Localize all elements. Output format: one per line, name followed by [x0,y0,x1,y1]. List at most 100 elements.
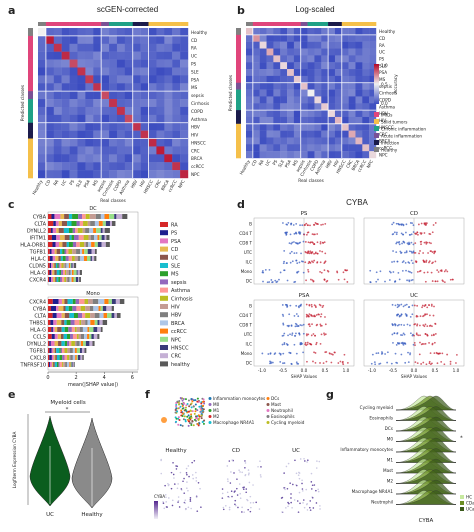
ridge-x-label: CYBA [419,518,434,524]
umap-point [197,417,200,420]
shap-legend-label: CD [171,247,178,253]
shap-bar-segment [68,228,73,233]
heat-cell [109,28,118,37]
beeswarm-point [313,259,316,262]
umap-expression-point [297,474,300,476]
heat-cell [109,35,118,44]
heat-cell [362,103,370,111]
heat-cell [45,122,54,131]
beeswarm-point [408,306,411,308]
heat-cell [321,55,329,63]
heat-cell [252,69,260,77]
heat-cell [328,41,336,49]
heat-cell [101,43,110,52]
shap-bar-segment [61,320,65,325]
heat-cell [77,138,86,147]
heat-cell [93,146,102,155]
shap-bar-segment [67,341,70,346]
beeswarm-point [319,261,322,264]
shap-bar-segment [54,334,58,339]
heat-cell [148,28,157,37]
beeswarm-point [401,269,404,272]
col-group-bar [148,22,157,26]
heat-cell [69,43,78,52]
heat-cell [148,170,157,179]
beeswarm-point [396,342,399,344]
beeswarm-point [428,241,431,244]
beeswarm-point [386,351,389,354]
shap-bar-segment [48,355,50,360]
beeswarm-point [289,352,292,355]
heat-cell [328,69,336,77]
heat-cell [116,130,126,139]
heat-cell [45,99,54,108]
heat-cell [164,51,173,60]
heat-cell [287,34,295,42]
umap-expression-point [170,471,173,474]
beeswarm-point [417,223,420,226]
row-group-bar [236,34,241,42]
beeswarm-point [427,252,429,254]
shap-bar-segment [48,249,50,254]
heat-cell [172,43,181,52]
umap-expression-point [193,460,196,462]
heat-cell [266,123,274,131]
shap-bar-segment [85,242,89,247]
shap-bar-segment [54,249,57,254]
beeswarm-point [393,260,396,263]
heat-cell [172,67,181,76]
beeswarm-point [342,363,345,366]
umap-expression-point [185,472,188,474]
umap-expression-point [241,511,243,513]
beeswarm-point [405,250,408,253]
shap-bar-segment [71,263,73,268]
heat-cell [156,130,165,139]
beeswarm-point [416,323,419,326]
umap-expression-point [230,471,232,473]
shap-x-tick-label: 4 [103,375,106,381]
shap-legend-label: BRCA [171,321,185,327]
beeswarm-point [449,363,452,365]
heat-cell [124,122,133,131]
heat-cell [280,89,288,97]
beeswarm-point [432,224,435,226]
beeswarm-point [299,231,302,234]
shap-bar-segment [50,320,54,325]
heat-cell [180,91,189,100]
shap-bar-segment [89,341,93,346]
shap-bar-segment [72,242,77,247]
heat-cell [69,91,78,100]
shap-bar-segment [79,242,85,247]
heat-cell [259,62,267,70]
heat-cell [164,130,173,139]
row-label: Cirrhosis [191,101,209,106]
heat-cell [53,154,62,163]
beeswarm-point [443,281,446,284]
heat-cell [156,51,165,60]
beeswarm-point [434,260,437,263]
umap-expression-point [285,465,288,468]
beeswarm-point [289,333,291,336]
heat-cell [314,96,322,104]
violin-group-label: Healthy [81,512,103,518]
beeswarm-point [398,243,401,246]
shap-bar-segment [80,341,84,346]
beeswarm-point [446,270,449,273]
beeswarm-point [302,240,305,243]
heat-cell [246,41,254,49]
heat-cell [328,110,336,118]
heat-cell [266,96,274,104]
shap-bar-segment [65,263,67,268]
beeswarm-point [317,223,319,226]
heat-cell [252,116,260,124]
heat-cell [53,130,62,139]
heat-cell [109,170,118,179]
heat-cell [148,154,157,163]
heat-cell [348,82,356,90]
beeswarm-point [312,315,314,318]
shap-bar-segment [106,235,110,240]
row-label: HBV [191,125,200,130]
shap-bar-segment [59,263,62,268]
shap-bar-segment [52,299,59,304]
beeswarm-point [398,323,400,326]
